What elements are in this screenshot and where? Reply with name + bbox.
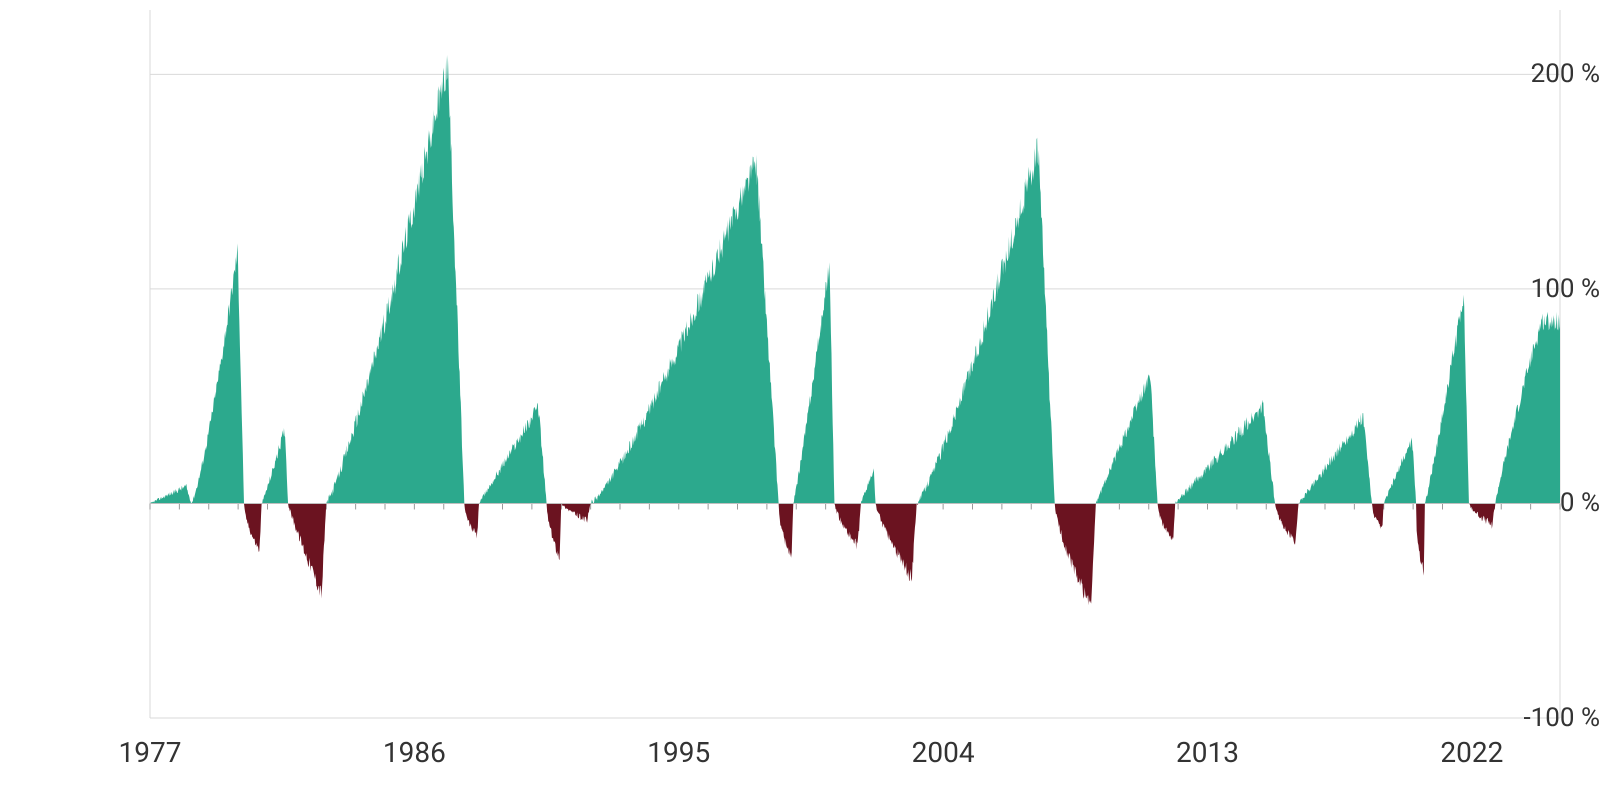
x-axis-label: 2004 xyxy=(912,736,975,769)
x-axis-label: 1977 xyxy=(119,736,182,769)
returns-chart: -100 % 0 % 100 % 200 % 1977 1986 1995 2004 2013… xyxy=(0,0,1600,788)
y-axis-label: 200 % xyxy=(1472,59,1600,89)
y-axis-label: 100 % xyxy=(1472,274,1600,304)
y-axis-label: -100 % xyxy=(1472,703,1600,733)
x-axis-label: 1995 xyxy=(647,736,710,769)
x-axis-label: 1986 xyxy=(383,736,446,769)
positive-area xyxy=(150,55,1560,504)
chart-canvas xyxy=(0,0,1600,788)
x-axis-label: 2013 xyxy=(1176,736,1239,769)
x-axis-label: 2022 xyxy=(1440,736,1503,769)
negative-area xyxy=(150,503,1560,605)
y-axis-label: 0 % xyxy=(1472,488,1600,518)
